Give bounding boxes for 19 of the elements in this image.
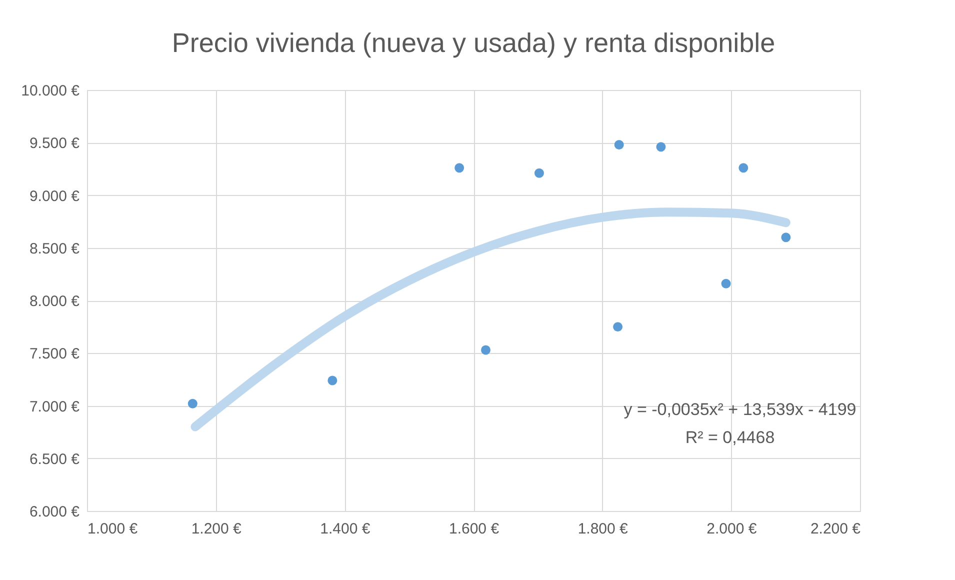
y-tick-label: 9.000 €	[29, 188, 80, 205]
x-tick-label: 1.400 €	[320, 520, 371, 538]
y-tick-label: 8.500 €	[29, 240, 80, 258]
x-tick-label: 1.200 €	[191, 520, 242, 538]
x-tick-label: 1.800 €	[578, 520, 629, 538]
x-tick-label: 2.200 €	[810, 520, 862, 538]
y-tick-label: 8.000 €	[29, 293, 80, 310]
y-tick-label: 6.000 €	[29, 504, 80, 520]
annotation: R² = 0,4468	[685, 428, 775, 447]
y-tick-label: 7.000 €	[29, 398, 80, 416]
x-tick-label: 2.000 €	[706, 520, 758, 538]
x-tick-label: 1.000 €	[88, 520, 138, 538]
annotation: y = -0,0035x² + 13,539x - 4199	[624, 400, 856, 419]
y-tick-label: 10.000 €	[21, 82, 80, 100]
chart-title: Precio vivienda (nueva y usada) y renta disponible	[172, 28, 776, 58]
y-tick-label: 9.500 €	[29, 135, 80, 152]
x-tick-label: 1.600 €	[448, 520, 500, 538]
y-tick-label: 7.500 €	[29, 346, 80, 363]
y-tick-label: 6.500 €	[29, 450, 80, 468]
